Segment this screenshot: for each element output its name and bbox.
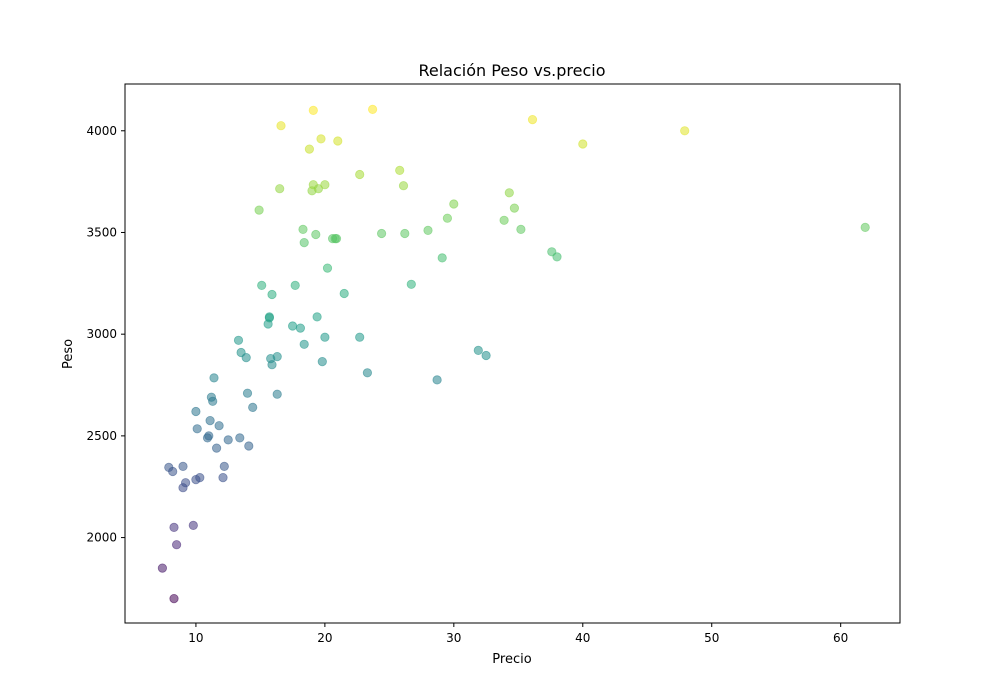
data-point [317,356,327,367]
data-point [398,181,409,191]
data-point [320,332,330,342]
data-point [437,253,447,263]
data-points [157,104,870,604]
x-tick-label: 20 [317,631,332,645]
data-point [680,126,690,136]
data-point [481,350,491,361]
data-point [339,288,349,299]
data-point [516,224,526,234]
y-tick-label: 4000 [86,124,117,138]
x-axis-label: Precio [492,652,531,667]
data-point [254,205,264,215]
data-point [316,134,326,144]
data-point [205,415,215,426]
data-point [223,435,233,445]
data-point [308,105,318,116]
data-point [504,188,514,198]
data-point [204,431,214,441]
data-point [264,313,274,323]
data-point [860,222,870,232]
data-point [275,184,285,194]
data-point [376,228,387,239]
data-point [157,563,167,573]
data-point [233,335,244,345]
data-point [276,121,286,131]
data-point [442,213,452,223]
data-point [333,136,343,146]
data-point [195,472,205,483]
data-point [169,593,179,604]
data-point [219,461,229,471]
data-point [367,104,378,115]
data-point [248,402,258,412]
data-point [178,461,188,471]
data-point [242,388,253,398]
chart-title: Relación Peso vs.precio [418,61,605,80]
data-point [257,280,267,290]
x-tick-label: 10 [188,631,203,645]
data-point [311,229,321,240]
data-point [272,389,282,399]
data-point [192,424,202,434]
data-point [267,289,277,300]
data-point [218,472,228,483]
data-point [168,466,178,477]
plot-area-frame [124,83,901,624]
data-point [406,279,416,289]
data-point [209,373,219,383]
data-point [235,433,245,443]
data-point [312,312,322,322]
data-point [322,263,333,273]
y-tick-label: 2500 [86,429,117,443]
x-tick-label: 40 [575,631,590,645]
data-point [355,332,365,342]
x-tick-label: 60 [833,631,848,645]
data-point [355,169,365,180]
data-point [267,360,277,370]
data-point [473,345,483,355]
data-point [320,180,330,190]
y-axis-ticks: 2000 2500 3000 3500 4000 [86,124,125,545]
data-point [241,352,251,363]
x-tick-label: 30 [446,631,461,645]
data-point [208,396,218,406]
y-axis-label: Peso [61,339,76,369]
data-point [395,165,405,175]
data-point [449,199,459,209]
data-point [214,421,224,431]
data-point [272,351,282,362]
data-point [362,368,372,378]
y-tick-label: 3000 [86,327,117,341]
data-point [331,234,342,244]
data-point [191,406,201,417]
y-tick-label: 2000 [86,531,117,545]
data-point [299,339,309,349]
data-point [287,321,298,331]
data-point [169,522,179,533]
data-point [212,443,222,453]
data-point [181,478,191,488]
data-point [432,375,442,385]
data-point [295,323,305,333]
data-point [423,225,433,235]
data-point [578,139,588,149]
data-point [172,540,182,550]
y-tick-label: 3500 [86,225,117,239]
data-point [509,203,520,213]
x-axis-ticks: 10 20 30 40 50 60 [188,623,848,645]
data-point [400,228,410,239]
data-point [290,280,300,290]
data-point [188,520,198,531]
data-point [313,184,323,194]
data-point [527,115,538,125]
data-point [244,441,254,451]
data-point [299,238,309,248]
data-point [499,215,509,225]
x-tick-label: 50 [704,631,719,645]
data-point [298,224,308,234]
data-point [552,252,562,262]
data-point [304,144,314,154]
